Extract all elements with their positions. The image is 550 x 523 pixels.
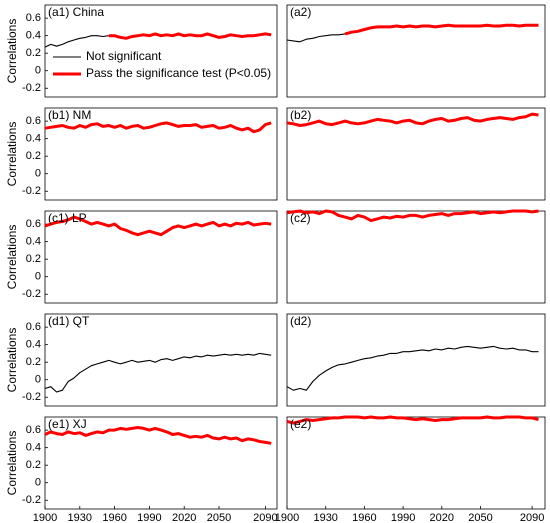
x-tick-label: 1930 [313, 512, 337, 523]
y-tick-label: 0.4 [26, 30, 41, 42]
legend-label: Pass the significance test (P<0.05) [86, 66, 271, 80]
x-tick-label: 1900 [275, 512, 299, 523]
plot-area [286, 313, 546, 407]
y-axis-label: Correlations [5, 431, 19, 496]
x-tick-label: 2020 [430, 512, 454, 523]
x-tick-label: 2050 [207, 512, 231, 523]
line-series [44, 352, 272, 393]
line-series [286, 112, 539, 127]
plot-area [44, 210, 278, 304]
legend-label: Not significant [86, 49, 162, 63]
y-tick-label: 0.2 [26, 356, 41, 368]
y-tick-label: 0.2 [26, 459, 41, 471]
y-axis-label: Correlations [5, 122, 19, 187]
panel-title: (c1) LP [48, 211, 87, 225]
line-series [286, 33, 346, 43]
y-tick-label: -0.2 [22, 185, 41, 197]
x-tick-label: 2050 [468, 512, 492, 523]
y-axis-label: Correlations [5, 19, 19, 84]
x-tick-label: 1960 [102, 512, 126, 523]
y-axis-label: Correlations [5, 225, 19, 290]
x-tick-label: 2090 [253, 512, 277, 523]
y-tick-label: 0.6 [26, 321, 41, 333]
panel-title: (a1) China [48, 5, 104, 19]
x-tick-label: 1930 [68, 512, 92, 523]
y-tick-label: 0.4 [26, 236, 41, 248]
x-tick-label: 1960 [352, 512, 376, 523]
y-tick-label: 0 [35, 271, 41, 283]
plot-area [286, 4, 546, 98]
y-tick-label: 0.6 [26, 12, 41, 24]
y-tick-label: -0.2 [22, 391, 41, 403]
y-tick-label: 0.2 [26, 150, 41, 162]
y-tick-label: 0 [35, 477, 41, 489]
line-series [286, 415, 539, 425]
y-tick-label: 0.4 [26, 133, 41, 145]
y-tick-label: 0.6 [26, 424, 41, 436]
y-tick-label: 0 [35, 374, 41, 386]
y-tick-label: -0.2 [22, 494, 41, 506]
plot-area [286, 416, 546, 510]
y-tick-label: 0.6 [26, 115, 41, 127]
panel-title: (b2) [290, 108, 311, 122]
panel-title: (c2) [290, 211, 311, 225]
line-series [344, 23, 539, 36]
y-tick-label: 0.4 [26, 442, 41, 454]
y-tick-label: 0.4 [26, 339, 41, 351]
line-series [44, 35, 109, 48]
panel-title: (d1) QT [48, 314, 90, 328]
x-tick-label: 2090 [520, 512, 544, 523]
y-tick-label: -0.2 [22, 288, 41, 300]
line-series [108, 32, 272, 40]
line-series [44, 426, 272, 445]
x-tick-label: 1900 [33, 512, 57, 523]
x-tick-label: 2020 [172, 512, 196, 523]
y-tick-label: 0 [35, 65, 41, 77]
line-series [286, 209, 539, 223]
y-tick-label: -0.2 [22, 82, 41, 94]
panel-title: (e2) [290, 417, 311, 431]
y-tick-label: 0.2 [26, 253, 41, 265]
plot-area [286, 210, 546, 304]
y-tick-label: 0.6 [26, 218, 41, 230]
x-tick-label: 1990 [137, 512, 161, 523]
panel-title: (d2) [290, 314, 311, 328]
plot-area [44, 4, 278, 98]
panel-title: (b1) NM [48, 108, 91, 122]
x-tick-label: 1990 [391, 512, 415, 523]
line-series [286, 345, 539, 391]
panel-title: (e1) XJ [48, 417, 87, 431]
line-series [44, 121, 272, 134]
plot-area [44, 416, 278, 510]
y-axis-label: Correlations [5, 328, 19, 393]
panel-title: (a2) [290, 5, 311, 19]
y-tick-label: 0.2 [26, 47, 41, 59]
y-tick-label: 0 [35, 168, 41, 180]
line-series [44, 215, 272, 237]
